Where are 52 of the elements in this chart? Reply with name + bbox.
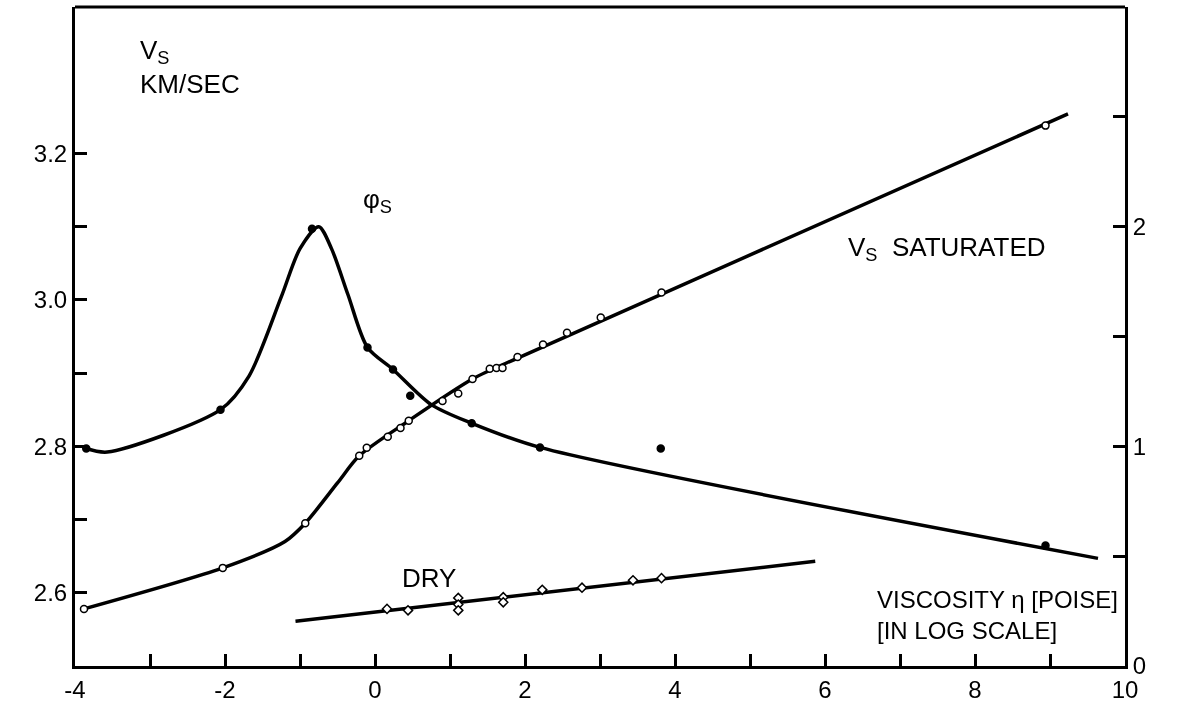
annotation: DRY bbox=[402, 563, 457, 593]
y-tick-label: 3.0 bbox=[33, 286, 68, 314]
point bbox=[576, 582, 588, 593]
point bbox=[404, 416, 413, 425]
point bbox=[381, 603, 393, 615]
point bbox=[362, 443, 371, 453]
point bbox=[656, 572, 667, 584]
x-axis-title: VISCOSITY η [POISE] [IN LOG SCALE] bbox=[877, 586, 1118, 645]
y2-tick-label: 1 bbox=[1132, 432, 1147, 460]
point bbox=[468, 374, 477, 384]
x-tick-label: -4 bbox=[64, 675, 86, 703]
point bbox=[355, 451, 364, 461]
point bbox=[596, 313, 605, 322]
y-tick-label: 3.2 bbox=[33, 139, 68, 167]
point bbox=[498, 363, 507, 373]
point bbox=[627, 575, 639, 586]
point bbox=[301, 518, 310, 528]
point bbox=[79, 604, 89, 614]
point bbox=[538, 340, 548, 349]
x-tick-label: -2 bbox=[214, 675, 236, 703]
point bbox=[218, 563, 227, 573]
point bbox=[1041, 121, 1050, 130]
x-tick-label: 0 bbox=[368, 675, 382, 703]
point bbox=[363, 343, 372, 352]
point bbox=[388, 365, 398, 374]
point bbox=[1041, 541, 1050, 550]
point bbox=[467, 419, 476, 428]
point bbox=[307, 224, 317, 234]
point bbox=[406, 391, 415, 401]
point bbox=[513, 352, 522, 362]
annotation: φ$_{S}$ bbox=[363, 184, 392, 218]
x-tick-label: 6 bbox=[818, 675, 832, 703]
x-tick-label: 2 bbox=[518, 675, 532, 703]
y2-tick-label: 2 bbox=[1132, 213, 1147, 241]
point bbox=[497, 597, 509, 608]
point bbox=[536, 584, 548, 596]
x-tick-label: 8 bbox=[968, 675, 982, 703]
annotation: V$_{S}$ SATURATED bbox=[848, 232, 1046, 266]
point bbox=[454, 389, 463, 398]
point bbox=[656, 444, 665, 453]
point bbox=[216, 405, 225, 414]
y-tick-label: 2.8 bbox=[33, 432, 68, 460]
point bbox=[402, 605, 414, 616]
y-tick-label: 2.6 bbox=[33, 579, 68, 607]
x-tick-label: 4 bbox=[668, 675, 682, 703]
point bbox=[396, 423, 405, 433]
point bbox=[383, 432, 392, 442]
point bbox=[438, 396, 447, 406]
point bbox=[452, 605, 464, 616]
point bbox=[535, 443, 545, 452]
point bbox=[657, 288, 666, 297]
y-axis-title: V$_{S}$ KM/SEC bbox=[140, 35, 240, 99]
